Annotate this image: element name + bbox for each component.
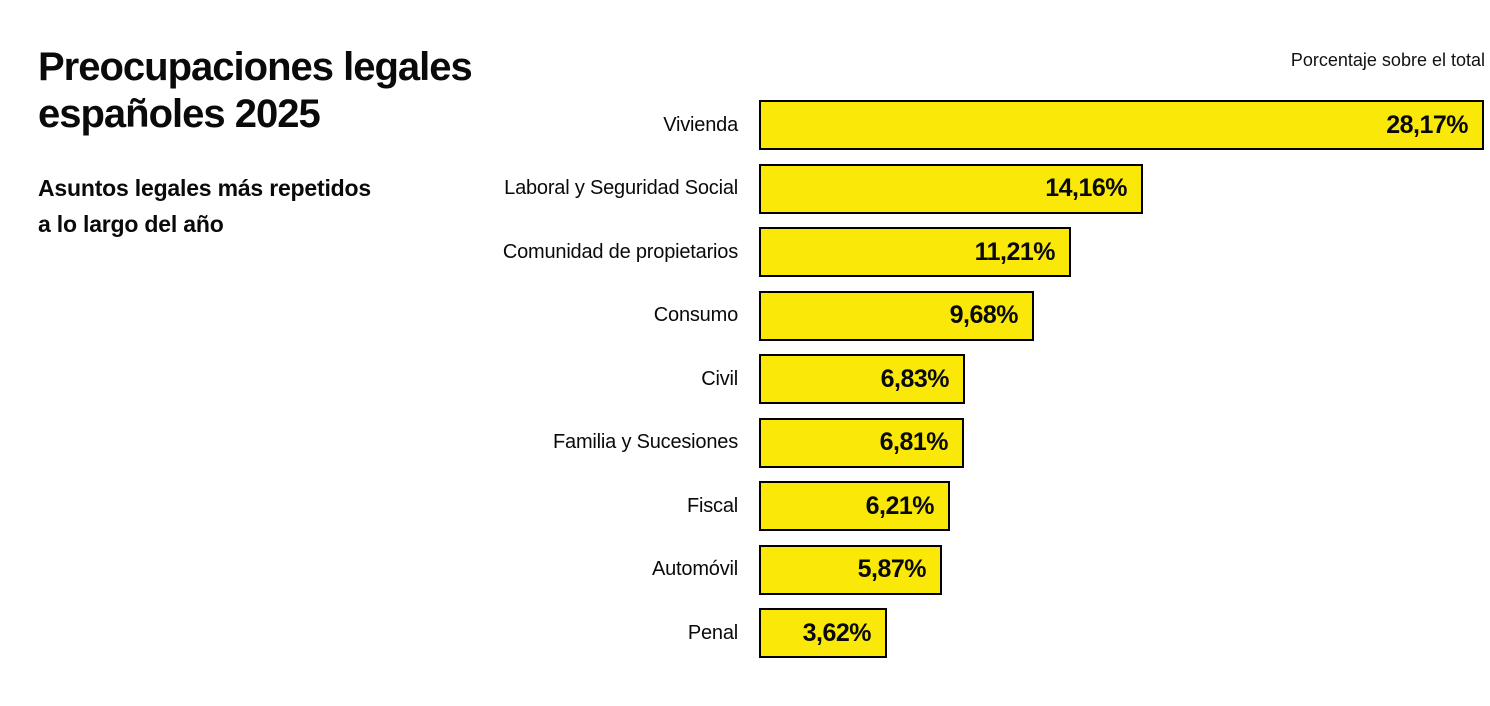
- bar-value-label: 9,68%: [949, 301, 1019, 329]
- bar-row: Fiscal 6,21%: [0, 481, 1490, 531]
- bar: 6,83%: [759, 354, 965, 404]
- bar-value-label: 11,21%: [974, 237, 1056, 266]
- bar-row: Consumo 9,68%: [0, 290, 1490, 341]
- category-label: Familia y Sucesiones: [553, 431, 738, 453]
- bar: 6,81%: [759, 417, 964, 468]
- chart-subtitle-line2: a lo largo del año: [38, 211, 224, 237]
- bar-value-label: 5,87%: [857, 555, 927, 583]
- category-label: Laboral y Seguridad Social: [504, 177, 738, 199]
- chart-title-line1: Preocupaciones legales: [38, 45, 473, 89]
- bar-value-label: 3,62%: [802, 618, 872, 647]
- bar-value-label: 6,81%: [879, 428, 949, 456]
- bar: 3,62%: [759, 608, 887, 658]
- bar-row: Laboral y Seguridad Social 14,16%: [0, 163, 1490, 214]
- chart-title-line2: españoles 2025: [38, 92, 321, 136]
- category-label: Civil: [701, 367, 738, 390]
- category-label: Automóvil: [651, 558, 738, 580]
- category-label: Fiscal: [686, 494, 738, 517]
- category-label: Comunidad de propietarios: [502, 240, 738, 263]
- category-label: Vivienda: [663, 113, 738, 136]
- bar-row: Automóvil 5,87%: [0, 544, 1490, 595]
- bar-value-label: 6,83%: [880, 364, 950, 393]
- bar-row: Familia y Sucesiones 6,81%: [0, 417, 1490, 468]
- chart-subtitle-line1: Asuntos legales más repetidos: [38, 175, 371, 201]
- bar-value-label: 14,16%: [1045, 174, 1127, 202]
- bar: 5,87%: [759, 544, 942, 595]
- bar: 9,68%: [759, 290, 1034, 341]
- bar-row: Vivienda 28,17%: [0, 100, 1490, 150]
- bar: 11,21%: [759, 227, 1071, 277]
- chart-subtitle: Asuntos legales más repetidos a lo largo…: [38, 170, 371, 242]
- bar-row: Civil 6,83%: [0, 354, 1490, 404]
- bar-value-label: 28,17%: [1386, 110, 1468, 139]
- category-label: Consumo: [653, 304, 738, 326]
- bar-row: Comunidad de propietarios 11,21%: [0, 227, 1490, 277]
- bar: 14,16%: [759, 163, 1143, 214]
- bar-row: Penal 3,62%: [0, 608, 1490, 658]
- category-label: Penal: [687, 621, 738, 644]
- axis-note-label: Porcentaje sobre el total: [1290, 50, 1485, 70]
- bar: 6,21%: [759, 481, 950, 531]
- chart-title: Preocupaciones legales españoles 2025: [38, 44, 473, 138]
- bar-chart: Vivienda 28,17% Laboral y Seguridad Social…: [0, 100, 1490, 672]
- bar: 28,17%: [759, 100, 1484, 150]
- bar-value-label: 6,21%: [865, 491, 935, 520]
